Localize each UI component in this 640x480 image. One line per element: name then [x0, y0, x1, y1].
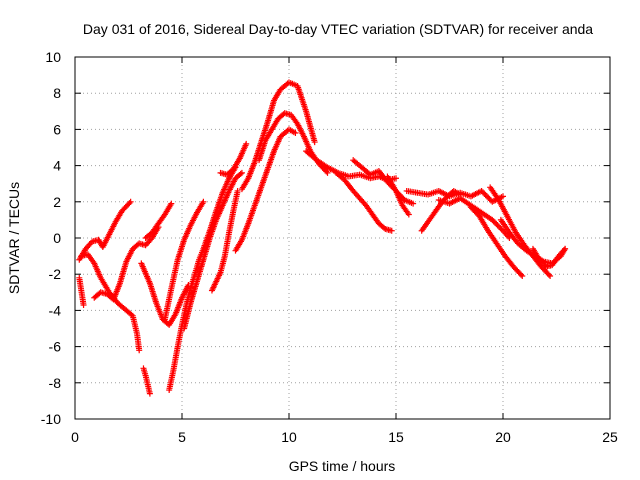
data-point-marker: [238, 169, 245, 176]
data-point-marker: [545, 271, 552, 278]
data-point-marker: [234, 187, 241, 194]
y-tick-label: 0: [53, 230, 61, 246]
series-arc-18: [384, 173, 412, 218]
data-point-marker: [200, 198, 207, 205]
series-arc-11: [217, 140, 250, 178]
data-point-marker: [482, 192, 489, 199]
x-tick-label: 25: [602, 429, 618, 445]
x-axis-label: GPS time / hours: [289, 458, 396, 474]
data-point-marker: [388, 227, 395, 234]
series-arc-13: [238, 79, 318, 193]
y-tick-label: -8: [49, 375, 62, 391]
y-tick-label: -4: [49, 302, 62, 318]
series-arc-3: [91, 224, 162, 303]
data-point-marker: [127, 198, 134, 205]
data-point-marker: [494, 222, 501, 229]
series-arc-6: [142, 200, 175, 241]
data-series: [76, 79, 569, 397]
data-point-marker: [311, 139, 318, 146]
series-arc-1: [76, 198, 134, 263]
data-point-marker: [485, 194, 492, 201]
data-point-marker: [146, 390, 153, 397]
x-tick-label: 0: [71, 429, 79, 445]
series-arc-8: [161, 198, 207, 323]
series-arc-15: [303, 148, 399, 184]
data-point-marker: [495, 223, 502, 230]
data-point-marker: [168, 200, 175, 207]
data-point-marker: [493, 220, 500, 227]
y-tick-label: 8: [53, 85, 61, 101]
data-point-marker: [393, 175, 399, 182]
data-point-marker: [410, 200, 417, 207]
data-point-marker: [562, 245, 569, 252]
data-point-marker: [519, 273, 526, 280]
y-axis-label: SDTVAR / TECUs: [6, 182, 22, 294]
data-point-marker: [486, 196, 493, 203]
data-point-marker: [489, 216, 496, 223]
data-point-marker: [498, 226, 505, 233]
x-tick-label: 15: [388, 429, 404, 445]
data-point-marker: [126, 200, 133, 207]
y-tick-label: -2: [49, 266, 62, 282]
data-point-marker: [324, 169, 331, 176]
data-point-marker: [80, 301, 87, 308]
axis-ticks: 0 5 10 15 20 25 -10 -8 -6 -4 -2 0 2 4 6 8 10: [41, 49, 618, 445]
series-arc-12: [232, 126, 299, 254]
data-point-marker: [547, 273, 554, 280]
y-tick-label: 6: [53, 121, 61, 137]
data-point-marker: [478, 187, 485, 194]
series-arc-10: [208, 187, 241, 294]
data-point-marker: [405, 211, 412, 218]
data-point-marker: [323, 168, 330, 175]
data-point-marker: [500, 193, 506, 200]
data-point-marker: [481, 190, 488, 197]
data-point-marker: [237, 170, 244, 177]
series-arc-2: [78, 251, 143, 354]
y-tick-label: 2: [53, 194, 61, 210]
series-arc-4: [140, 365, 153, 397]
series-arc-14: [256, 110, 331, 176]
data-point-marker: [136, 347, 143, 354]
series-arc-25: [529, 245, 569, 270]
data-point-marker: [491, 219, 498, 226]
series-arc-9: [181, 169, 245, 332]
data-point-marker: [490, 218, 497, 225]
data-point-marker: [518, 271, 525, 278]
series-arc-22: [467, 204, 526, 280]
x-tick-label: 5: [178, 429, 186, 445]
x-tick-label: 10: [281, 429, 297, 445]
y-tick-label: -6: [49, 339, 62, 355]
y-tick-label: 10: [45, 49, 61, 65]
data-point-marker: [497, 225, 504, 232]
series-arc-26: [76, 274, 87, 308]
series-arc-16: [333, 169, 395, 234]
chart-title: Day 031 of 2016, Sidereal Day-to-day VTE…: [83, 21, 593, 37]
data-point-marker: [483, 193, 490, 200]
grid: [75, 57, 610, 419]
data-point-marker: [292, 130, 299, 137]
x-tick-label: 20: [495, 429, 511, 445]
data-point-marker: [479, 189, 486, 196]
data-point-marker: [243, 140, 250, 147]
y-tick-label: -10: [41, 411, 61, 427]
y-tick-label: 4: [53, 158, 61, 174]
